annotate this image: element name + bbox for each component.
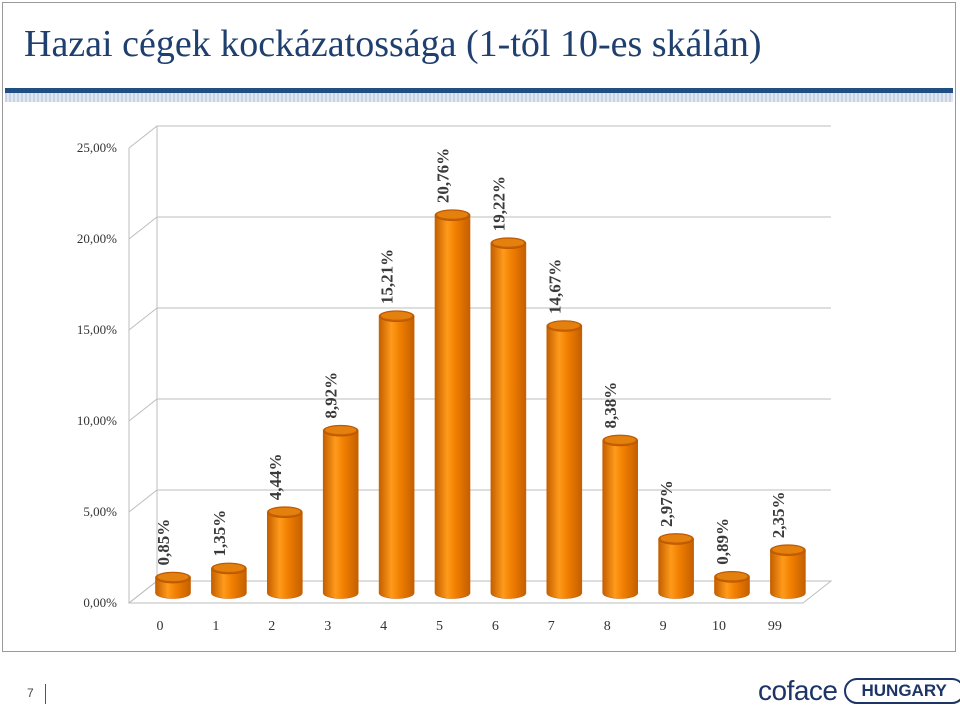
bar: [155, 577, 191, 599]
gridline: [128, 125, 831, 149]
bar-cap-highlight: [604, 435, 636, 444]
x-tick-label: 1: [212, 619, 219, 634]
gridline: [128, 307, 831, 331]
data-label: 2,97%: [657, 480, 676, 527]
y-tick-label: 0,00%: [83, 595, 117, 610]
logo-brand: coface: [758, 675, 838, 706]
bar-cap-highlight: [660, 534, 692, 543]
coface-logo: coface HUNGARY fb: [758, 674, 960, 708]
y-tick-label: 5,00%: [83, 504, 117, 519]
gridline: [128, 216, 831, 240]
bar: [714, 576, 750, 599]
y-tick-label: 20,00%: [77, 231, 117, 246]
data-label: 8,38%: [601, 382, 620, 429]
bar-cap-highlight: [548, 321, 580, 330]
bar-cap-highlight: [716, 572, 748, 581]
data-label: 20,76%: [434, 148, 453, 203]
title-rule: [5, 88, 953, 93]
slide-frame: [2, 2, 956, 652]
bar: [211, 568, 247, 599]
data-label: 8,92%: [322, 372, 341, 419]
data-label: 14,67%: [545, 259, 564, 314]
bar-cap-highlight: [772, 545, 804, 554]
data-label: 15,21%: [378, 249, 397, 304]
x-tick-label: 2: [268, 619, 275, 634]
data-label: 4,44%: [266, 453, 285, 500]
slide-title: Hazai cégek kockázatossága (1-től 10-es …: [24, 23, 762, 65]
data-label: 2,35%: [769, 491, 788, 538]
x-tick-label: 9: [660, 619, 667, 634]
x-tick-label: 6: [492, 619, 499, 634]
y-tick-label: 15,00%: [77, 322, 117, 337]
bar: [378, 315, 415, 599]
bar-cap-highlight: [381, 311, 413, 320]
bar-cap-highlight: [157, 573, 189, 582]
title-rule-pattern: [5, 93, 953, 102]
x-tick-label: 4: [380, 619, 387, 634]
bar: [602, 440, 638, 599]
x-tick-label: 10: [712, 619, 726, 634]
bar-cap-highlight: [325, 426, 357, 435]
bar: [490, 242, 527, 599]
bar: [546, 325, 583, 599]
x-tick-label: 99: [768, 619, 782, 634]
gridline: [128, 489, 831, 513]
data-label: 19,22%: [489, 176, 508, 231]
bar-cap-highlight: [269, 507, 301, 516]
bar-cap-highlight: [213, 563, 245, 572]
page-number: 7: [27, 686, 34, 700]
left-wall: [128, 126, 158, 603]
x-tick-label: 7: [548, 619, 555, 634]
x-tick-label: 3: [324, 619, 331, 634]
bar: [658, 538, 694, 599]
data-label: 0,85%: [154, 519, 173, 566]
bar-cap-highlight: [437, 210, 468, 219]
bar: [770, 549, 806, 599]
gridline: [128, 398, 831, 422]
data-label: 0,89%: [713, 518, 732, 565]
y-tick-label: 25,00%: [77, 140, 117, 155]
footer-divider: [45, 684, 46, 704]
bar: [267, 511, 303, 599]
bar-cap-highlight: [492, 238, 524, 247]
x-tick-label: 5: [436, 619, 443, 634]
data-label: 1,35%: [210, 510, 229, 557]
y-tick-label: 10,00%: [77, 413, 117, 428]
x-tick-label: 8: [604, 619, 611, 634]
bar: [322, 430, 359, 599]
logo-tag: HUNGARY: [843, 678, 960, 704]
bar: [434, 214, 471, 599]
x-tick-label: 0: [157, 619, 164, 634]
